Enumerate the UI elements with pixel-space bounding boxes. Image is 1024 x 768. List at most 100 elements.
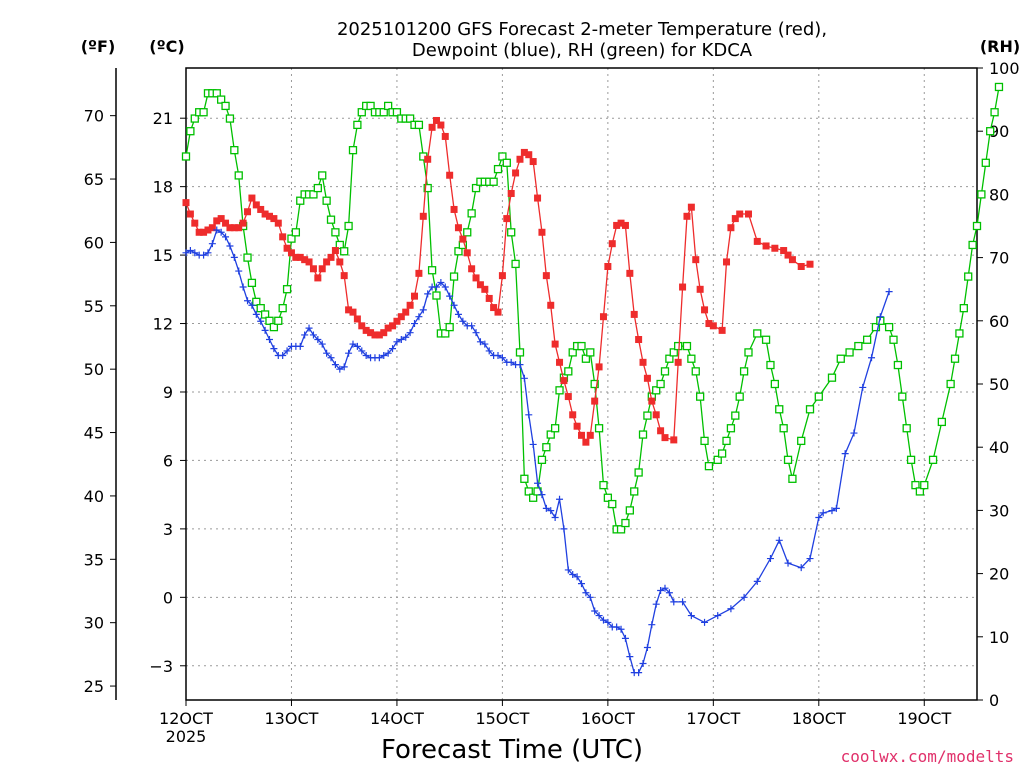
dewpoint-point xyxy=(468,322,476,330)
dewpoint-point xyxy=(832,504,840,512)
rh-tick-label: 70 xyxy=(989,249,1009,268)
rh-tick-label: 0 xyxy=(989,691,999,710)
dewpoint-point xyxy=(485,347,493,355)
rh-point xyxy=(652,386,661,395)
rh-point xyxy=(968,240,977,250)
rh-point xyxy=(630,487,639,496)
dewpoint-point xyxy=(362,351,370,359)
temperature-point xyxy=(490,304,498,312)
x-tick-label: 15OCT xyxy=(475,709,529,728)
temperature-point xyxy=(406,301,414,309)
temperature-point xyxy=(261,210,269,218)
dewpoint-point xyxy=(213,226,221,234)
x-tick-label: 19OCT xyxy=(897,709,951,728)
dewpoint-point xyxy=(850,429,858,437)
dewpoint-point xyxy=(591,607,599,615)
temperature-point xyxy=(771,244,779,252)
rh-point xyxy=(871,322,881,332)
temperature-point xyxy=(230,224,238,232)
dewpoint-point xyxy=(784,559,792,567)
dewpoint-point xyxy=(349,340,357,348)
celsius-tick-label: 0 xyxy=(163,588,173,607)
rh-point xyxy=(660,367,670,376)
dewpoint-point xyxy=(665,589,673,597)
dewpoint-point xyxy=(727,605,735,613)
temperature-point xyxy=(213,217,221,225)
rh-point xyxy=(221,101,230,111)
temperature-point xyxy=(512,169,520,177)
rh-point xyxy=(467,209,476,218)
temperature-point xyxy=(441,132,449,140)
rh-point xyxy=(950,354,960,363)
dewpoint-point xyxy=(441,283,449,291)
fahrenheit-tick-label: 40 xyxy=(84,487,104,506)
fahrenheit-tick-label: 65 xyxy=(84,170,104,189)
fahrenheit-tick-label: 45 xyxy=(84,424,104,443)
rh-point xyxy=(625,506,634,515)
rh-point xyxy=(291,228,301,237)
dewpoint-point xyxy=(345,349,353,357)
rh-point xyxy=(256,304,265,313)
rh-point xyxy=(366,101,375,111)
temperature-point xyxy=(415,269,423,277)
dewpoint-point xyxy=(327,354,335,362)
rh-point xyxy=(445,322,454,332)
temperature-point xyxy=(652,411,660,419)
temperature-point xyxy=(437,121,445,129)
rh-point xyxy=(353,120,362,130)
year-label: 2025 xyxy=(166,727,207,746)
dewpoint-point xyxy=(323,349,331,357)
temperature-point xyxy=(371,331,379,339)
rh-point xyxy=(357,108,366,117)
rh-point xyxy=(599,480,608,490)
dewpoint-point xyxy=(270,345,278,353)
dewpoint-point xyxy=(529,440,537,448)
dewpoint-point xyxy=(797,564,805,572)
fahrenheit-unit-label: (ºF) xyxy=(81,37,116,56)
temperature-point xyxy=(239,219,247,227)
dewpoint-point xyxy=(336,365,344,373)
temperature-point xyxy=(573,422,581,430)
rh-point xyxy=(524,487,533,496)
rh-point xyxy=(691,367,700,376)
dewpoint-point xyxy=(551,513,559,521)
rh-series xyxy=(181,82,1004,534)
rh-point xyxy=(937,417,946,427)
dewpoint-point xyxy=(252,310,260,318)
temperature-point xyxy=(529,158,537,166)
dewpoint-point xyxy=(556,495,564,503)
dewpoint-point xyxy=(397,336,405,344)
rh-unit-label: (RH) xyxy=(980,37,1020,56)
temperature-point xyxy=(450,205,458,213)
rh-point xyxy=(783,455,793,464)
rh-point xyxy=(432,291,441,300)
temperature-point xyxy=(674,358,682,366)
temperature-point xyxy=(520,148,528,156)
dewpoint-point xyxy=(494,351,502,359)
rh-tick-label: 40 xyxy=(989,438,1009,457)
temperature-point xyxy=(604,262,612,270)
fahrenheit-tick-label: 55 xyxy=(84,297,104,316)
dewpoint-point xyxy=(885,288,893,296)
rh-point xyxy=(190,114,199,123)
temperature-point xyxy=(235,224,243,232)
dewpoint-point xyxy=(472,329,480,337)
dewpoint-point xyxy=(384,349,392,357)
rh-point xyxy=(335,240,344,250)
temperature-point xyxy=(564,393,572,401)
temperature-point xyxy=(643,374,651,382)
dewpoint-point xyxy=(520,374,528,382)
rh-point xyxy=(493,164,503,174)
fahrenheit-tick-label: 60 xyxy=(84,233,104,252)
temperature-point xyxy=(705,320,713,328)
dewpoint-point xyxy=(648,621,656,629)
dewpoint-point xyxy=(635,669,643,677)
temperature-point xyxy=(244,208,252,216)
temperature-point xyxy=(358,322,366,330)
rh-point xyxy=(739,367,749,376)
rh-point xyxy=(836,354,845,363)
rh-point xyxy=(981,158,990,167)
dewpoint-point xyxy=(331,361,339,369)
rh-point xyxy=(884,322,894,332)
dewpoint-point xyxy=(415,313,423,321)
